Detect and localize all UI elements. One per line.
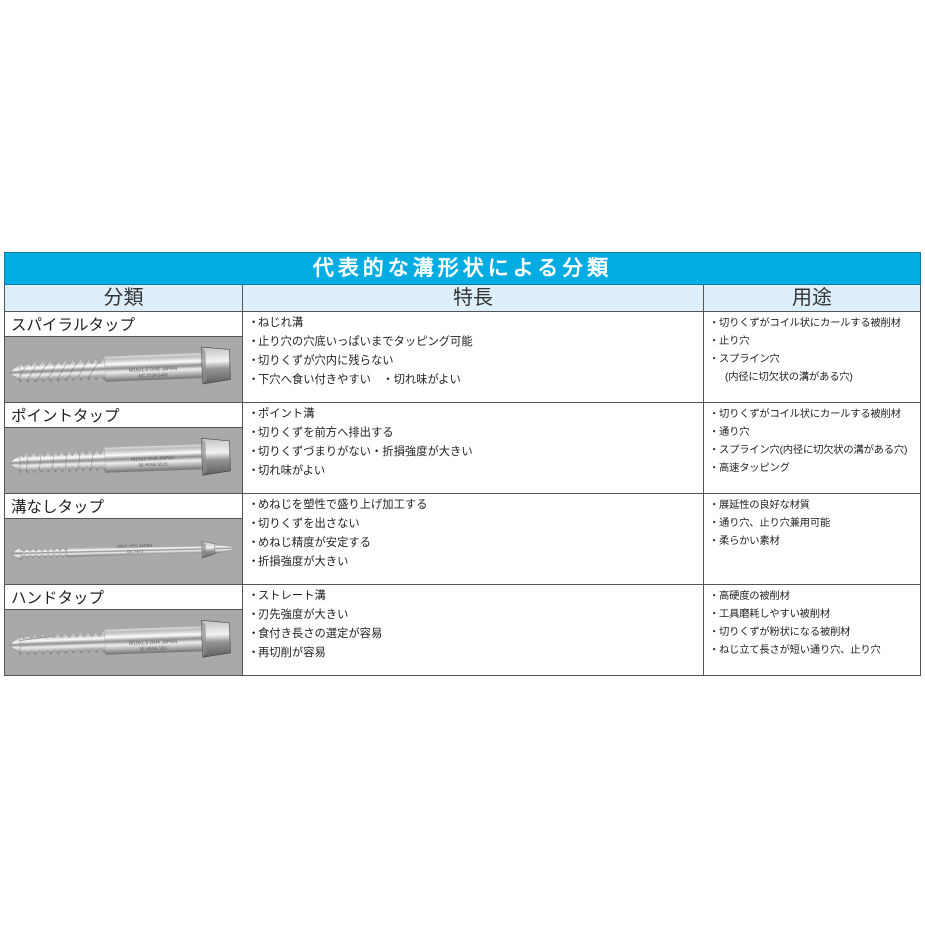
svg-text:06 H5SE 5515: 06 H5SE 5515 (138, 461, 168, 467)
svg-text:06 HSSE 959: 06 HSSE 959 (140, 646, 168, 652)
svg-text:OC 7473: OC 7473 (127, 549, 144, 554)
